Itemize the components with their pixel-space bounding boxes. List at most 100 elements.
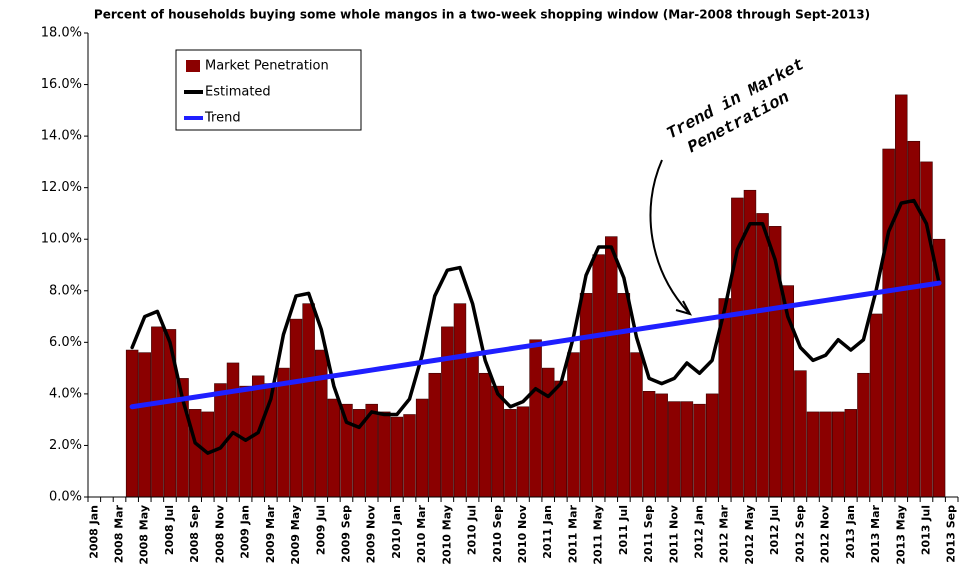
bar xyxy=(541,367,555,498)
bar xyxy=(415,398,429,498)
legend-label: Market Penetration xyxy=(205,59,329,74)
bar xyxy=(693,403,706,498)
x-tick-label: 2012 Mar xyxy=(718,504,731,563)
bar xyxy=(630,352,643,498)
bar xyxy=(642,391,656,498)
bar xyxy=(592,254,605,498)
bar xyxy=(428,372,441,498)
x-tick-label: 2009 Nov xyxy=(365,504,378,563)
chart-title: Percent of households buying some whole … xyxy=(94,8,870,22)
x-tick-label: 2011 Jul xyxy=(617,505,630,555)
bar xyxy=(680,401,694,498)
line-series xyxy=(130,198,941,455)
legend-label: Trend xyxy=(204,111,241,126)
legend-swatch xyxy=(186,60,200,72)
x-tick-label: 2011 Jan xyxy=(541,505,554,559)
bar xyxy=(378,411,391,498)
bar xyxy=(794,370,807,498)
x-tick-label: 2008 May xyxy=(138,505,151,565)
x-tick-label: 2013 Jan xyxy=(844,505,857,559)
bar xyxy=(705,393,719,498)
x-tick-label: 2012 May xyxy=(743,505,756,565)
bar xyxy=(882,148,895,498)
x-tick-label: 2012 Sep xyxy=(793,505,806,563)
x-tick-label: 2012 Jul xyxy=(768,505,781,555)
bar xyxy=(504,409,517,498)
legend-label: Estimated xyxy=(205,85,271,100)
bar xyxy=(491,385,505,498)
y-tick-label: 2.0% xyxy=(49,438,82,453)
bar xyxy=(743,189,757,498)
x-tick-label: 2011 May xyxy=(592,505,605,565)
bar xyxy=(831,411,845,498)
bar xyxy=(441,326,454,498)
bar xyxy=(453,303,467,498)
bar xyxy=(869,313,883,498)
bar xyxy=(655,393,668,498)
bar xyxy=(554,380,568,498)
x-tick-label: 2011 Sep xyxy=(642,505,655,563)
x-tick-label: 2008 Nov xyxy=(213,504,226,563)
bar xyxy=(579,293,593,498)
x-tick-label: 2011 Nov xyxy=(667,504,680,563)
bar xyxy=(895,94,908,498)
y-tick-label: 16.0% xyxy=(41,77,82,92)
x-tick-label: 2009 Sep xyxy=(339,505,352,563)
x-tick-label: 2009 Mar xyxy=(264,504,277,563)
y-tick-label: 6.0% xyxy=(49,335,82,350)
bar xyxy=(806,411,820,498)
bar xyxy=(289,318,303,498)
x-tick-label: 2010 May xyxy=(440,505,453,565)
bar xyxy=(277,367,290,498)
bar xyxy=(315,349,328,498)
x-tick-label: 2009 May xyxy=(289,505,302,565)
x-tick-label: 2012 Jan xyxy=(693,505,706,559)
legend-box xyxy=(175,49,362,131)
annotation-arrowhead xyxy=(675,300,693,316)
bar xyxy=(466,354,479,498)
bar xyxy=(403,414,416,498)
bar xyxy=(920,161,933,498)
y-tick-label: 18.0% xyxy=(41,26,82,41)
y-tick-label: 12.0% xyxy=(41,180,82,195)
bar xyxy=(605,236,618,498)
x-tick-label: 2013 Mar xyxy=(869,504,882,563)
bar xyxy=(668,401,681,498)
x-tick-label: 2011 Mar xyxy=(566,504,579,563)
x-tick-label: 2009 Jan xyxy=(239,505,252,559)
bar xyxy=(819,411,832,498)
legend: Market Penetration Estimated Trend xyxy=(175,49,362,131)
x-tick-label: 2010 Sep xyxy=(491,505,504,563)
x-tick-label: 2008 Jul xyxy=(163,505,176,555)
x-tick-label: 2010 Mar xyxy=(415,504,428,563)
y-tick-label: 14.0% xyxy=(41,129,82,144)
bar xyxy=(516,406,530,498)
bar xyxy=(138,352,151,498)
bar xyxy=(907,140,921,498)
y-tick-label: 8.0% xyxy=(49,283,82,298)
bar xyxy=(302,303,315,498)
x-tick-label: 2013 Sep xyxy=(945,505,958,563)
plot-area: 0.0% 2.0% 4.0% 6.0% 8.0% 10.0% 12.0% 14.0% 16.0%… xyxy=(41,26,959,565)
bar xyxy=(151,326,164,498)
bar xyxy=(756,213,769,498)
x-tick-label: 2013 Jul xyxy=(919,505,932,555)
x-tick-label: 2009 Jul xyxy=(314,505,327,555)
x-tick-label: 2010 Jul xyxy=(466,505,479,555)
x-tick-label: 2010 Nov xyxy=(516,504,529,563)
x-tick-label: 2010 Jan xyxy=(390,505,403,559)
bar xyxy=(844,409,858,498)
x-tick-label: 2012 Nov xyxy=(819,504,832,563)
x-tick-label: 2013 May xyxy=(894,505,907,565)
line-series xyxy=(129,280,942,410)
bar xyxy=(567,352,580,498)
bar xyxy=(125,349,139,498)
bar xyxy=(478,372,492,498)
annotation-arrow xyxy=(649,159,689,313)
y-tick-label: 4.0% xyxy=(49,386,82,401)
x-tick-label: 2008 Jan xyxy=(87,505,100,559)
y-tick-label: 0.0% xyxy=(49,490,82,505)
bar xyxy=(226,362,240,498)
bar xyxy=(857,372,870,498)
